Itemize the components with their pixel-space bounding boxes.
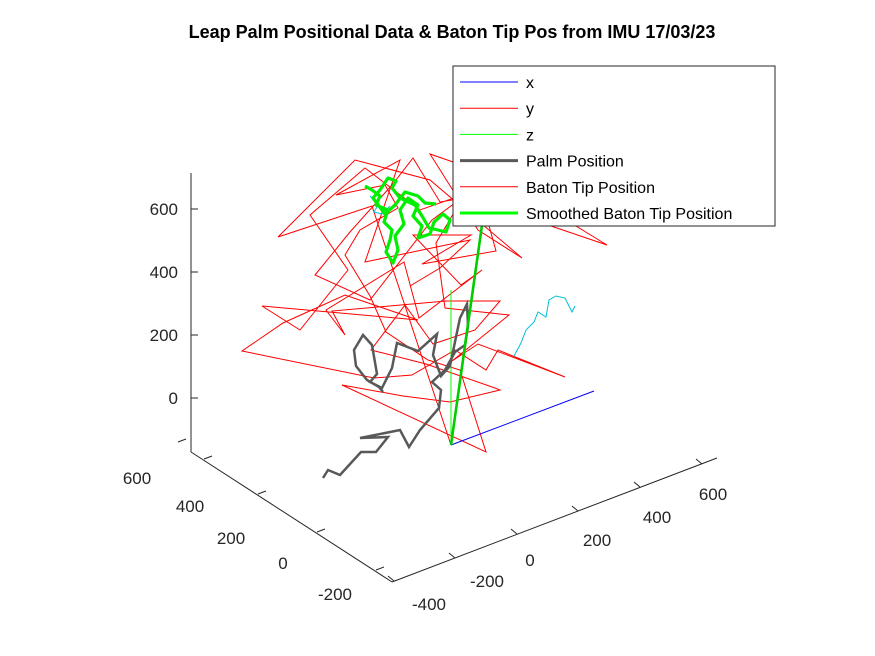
x-tick-label: -400: [412, 595, 446, 614]
z-tick-label: 200: [150, 326, 178, 345]
y-axis-ticks: -200 0 200 400 600: [123, 438, 385, 604]
baton-tip-position-line: [240, 153, 608, 453]
z-axis-ticks: 0 200 400 600: [150, 200, 198, 408]
x-tick-mark: [510, 528, 518, 535]
cyan-trace-right: [513, 295, 576, 357]
z-tick-label: 400: [150, 263, 178, 282]
y-tick-label: -200: [318, 585, 352, 604]
x-tick-label: -200: [470, 572, 504, 591]
chart-title: Leap Palm Positional Data & Baton Tip Po…: [189, 22, 716, 42]
x-tick-label: 200: [583, 531, 611, 550]
legend-label: Smoothed Baton Tip Position: [526, 206, 732, 223]
legend: xyz Palm Position Baton Tip Position Smooth…: [452, 65, 776, 227]
y-axis-line: [190, 451, 393, 583]
smoothed-baton-tip-position-line: [364, 176, 452, 265]
x-tick-mark: [448, 552, 456, 559]
z-tick-label: 600: [150, 200, 178, 219]
x-tick-mark: [387, 575, 395, 582]
x-tick-label: 600: [699, 485, 727, 504]
legend-label: y: [526, 101, 534, 118]
y-tick-mark: [203, 455, 213, 460]
y-tick-label: 400: [176, 497, 204, 516]
palm-position-line: [321, 299, 470, 479]
x-tick-mark: [695, 458, 703, 465]
y-tick-label: 200: [217, 529, 245, 548]
legend-label: Baton Tip Position: [526, 180, 655, 197]
legend-label: x: [526, 75, 534, 92]
x-axis-direction-line: [450, 390, 595, 446]
x-tick-mark: [633, 481, 641, 488]
z-tick-label: 0: [169, 389, 178, 408]
x-tick-mark: [571, 505, 579, 512]
y-tick-mark: [375, 566, 385, 571]
legend-box: [452, 65, 776, 227]
x-tick-label: 0: [525, 551, 534, 570]
y-tick-label: 0: [278, 554, 287, 573]
y-tick-mark: [316, 528, 326, 533]
x-tick-label: 400: [643, 508, 671, 527]
x-axis-line: [391, 457, 718, 583]
smoothed-baton-direction-line: [449, 217, 485, 446]
y-tick-label: 600: [123, 469, 151, 488]
x-axis-ticks: -400 -200 0 200 400 600: [387, 458, 727, 614]
plot-traces: [240, 153, 608, 479]
legend-label: z: [526, 127, 534, 144]
y-tick-mark: [257, 490, 267, 495]
legend-label: Palm Position: [526, 154, 624, 171]
y-tick-mark: [177, 438, 187, 443]
